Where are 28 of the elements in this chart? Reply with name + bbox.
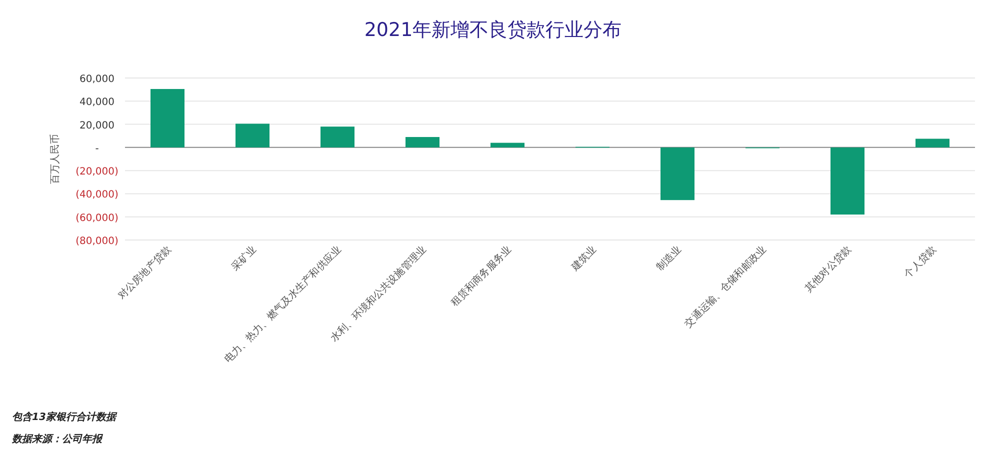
x-tick-label: 个人贷款 [902,244,939,280]
bar [150,88,184,148]
x-tick-label: 租赁和商务服务业 [448,244,514,309]
bar [660,147,694,200]
x-tick-label: 采矿业 [228,244,259,274]
y-tick-label: 40,000 [80,97,114,108]
y-tick-label: (40,000) [76,190,118,201]
bar [236,124,270,148]
y-axis-title: 百万人民币 [49,134,61,184]
bar [830,147,864,215]
chart-title: 2021年新增不良贷款行业分布 [364,19,622,41]
y-tick-label: (80,000) [76,236,118,247]
x-tick-label: 对公房地产贷款 [116,244,174,302]
source-note: 数据来源：公司年报 [11,433,104,445]
bar [406,137,440,148]
bar [490,142,524,148]
y-tick-label: 60,000 [80,74,114,85]
text: 包含13家银行合计数据 [12,411,118,423]
x-tick-label: 制造业 [654,244,684,274]
y-tick-label: (60,000) [76,212,118,224]
bar [320,126,354,148]
x-tick-label: 交通运输、仓储和邮政业 [682,244,769,330]
y-tick-label: (20,000) [76,166,118,178]
bar [916,138,950,148]
y-tick-label: 20,000 [80,120,114,132]
x-tick-label: 其他对公贷款 [802,244,854,295]
x-tick-label: 建筑业 [568,244,599,274]
y-tick-label: - [95,143,100,154]
